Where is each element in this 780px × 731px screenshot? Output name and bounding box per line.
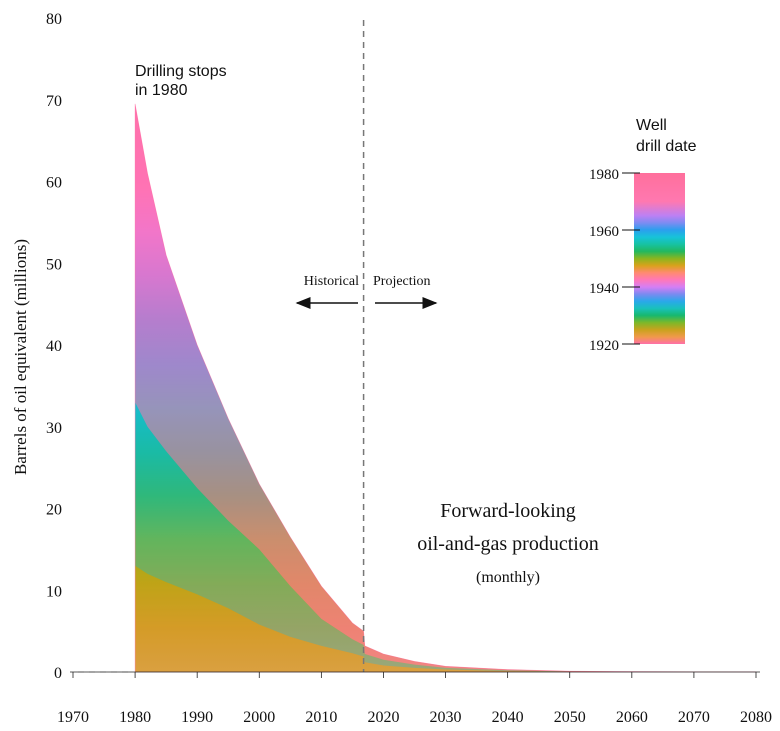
x-axis-ticks: 1970 1980 1990 2000 2010 2020 2030 2040 2050 2060… [57,672,772,726]
annotation-forward-line2: oil-and-gas production [417,533,599,555]
production-area [134,103,757,673]
colorbar-tick-label: 1960 [589,224,619,240]
x-tick-label: 2060 [616,709,648,726]
x-tick-label: 1970 [57,709,89,726]
cohort-band-mid [135,402,756,672]
x-tick-label: 1990 [181,709,213,726]
colorbar-title-line1: Well [636,117,667,134]
x-tick-label: 2020 [367,709,399,726]
x-tick-label: 2010 [305,709,337,726]
y-tick-label: 0 [54,665,62,682]
y-axis-label: Barrels of oil equivalent (millions) [11,239,30,475]
annotation-drilling-stops-line2: in 1980 [135,82,188,99]
x-tick-label: 2080 [740,709,772,726]
y-tick-label: 80 [46,11,62,28]
colorbar-tick-label: 1940 [589,281,619,297]
colorbar-tick-label: 1920 [589,338,619,354]
y-tick-label: 20 [46,502,62,519]
area-fill-group [135,103,756,672]
colorbar-swatch [634,173,685,344]
x-tick-label: 1980 [119,709,151,726]
annotation-forward-line1: Forward-looking [440,500,576,522]
y-tick-label: 10 [46,583,62,600]
colorbar-tick-label: 1980 [589,167,619,183]
y-tick-label: 50 [46,256,62,273]
colorbar-ticks: 1920 1940 1960 1980 [589,167,640,354]
cohort-band-early [135,565,756,672]
y-tick-label: 30 [46,420,62,437]
x-tick-label: 2030 [430,709,462,726]
y-tick-label: 70 [46,93,62,110]
x-tick-label: 2050 [554,709,586,726]
colorbar-title-line2: drill date [636,138,697,155]
y-tick-label: 60 [46,175,62,192]
y-axis-ticks: 0 10 20 30 40 50 60 70 80 [46,11,62,682]
colorbar: Well drill date 1920 1940 1960 1980 [589,117,697,354]
annotation-drilling-stops-line1: Drilling stops [135,63,227,80]
label-projection: Projection [373,274,431,289]
annotation-forward-sub: (monthly) [476,569,540,586]
label-historical: Historical [304,274,359,289]
x-tick-label: 2040 [492,709,524,726]
x-tick-label: 2070 [678,709,710,726]
y-tick-label: 40 [46,338,62,355]
x-tick-label: 2000 [243,709,275,726]
